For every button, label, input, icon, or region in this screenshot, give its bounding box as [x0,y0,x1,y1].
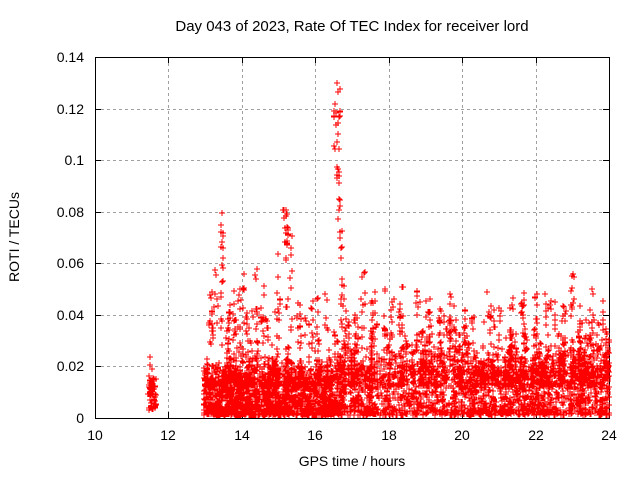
y-axis-label: ROTI / TECUs [6,192,22,282]
x-tick-label: 16 [307,427,323,443]
x-tick-label: 10 [87,427,103,443]
chart-title: Day 043 of 2023, Rate Of TEC Index for r… [175,18,528,35]
y-tick-label: 0 [76,410,84,426]
grid-lines [95,57,609,418]
x-tick-label: 14 [234,427,250,443]
y-tick-label: 0.02 [57,358,84,374]
x-tick-label: 18 [381,427,397,443]
x-tick-label: 24 [601,427,617,443]
scatter-points [145,80,612,418]
plot-area: 10 12 14 16 18 20 22 24 0 0.02 0.04 0.06 0.08 0.1 0.12… [57,49,617,443]
y-tick-label: 0.14 [57,49,84,65]
y-tick-label: 0.1 [65,152,85,168]
x-tick-label: 22 [528,427,544,443]
y-tick-label: 0.08 [57,204,84,220]
plot-border [95,57,610,419]
y-tick-label: 0.04 [57,307,84,323]
x-tick-label: 12 [160,427,176,443]
y-tick-label: 0.12 [57,101,84,117]
x-axis-label: GPS time / hours [299,453,406,469]
y-tick-label: 0.06 [57,255,84,271]
x-tick-label: 20 [454,427,470,443]
